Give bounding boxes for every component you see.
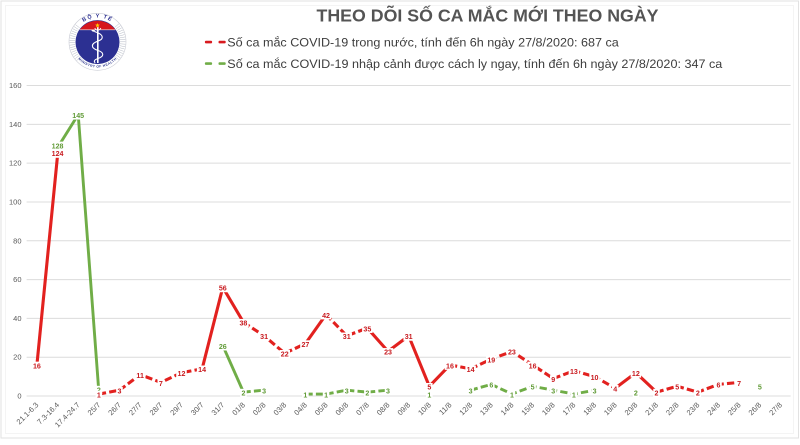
svg-text:7: 7 bbox=[737, 380, 741, 388]
svg-text:2: 2 bbox=[241, 389, 245, 397]
svg-text:6: 6 bbox=[717, 382, 721, 390]
svg-text:2: 2 bbox=[655, 389, 659, 397]
svg-text:3: 3 bbox=[345, 388, 349, 396]
svg-text:31: 31 bbox=[405, 333, 413, 341]
svg-text:10: 10 bbox=[591, 374, 599, 382]
svg-text:16: 16 bbox=[33, 362, 41, 370]
svg-text:3: 3 bbox=[551, 388, 555, 396]
svg-text:5: 5 bbox=[531, 384, 535, 392]
svg-text:2: 2 bbox=[634, 389, 638, 397]
svg-text:23: 23 bbox=[508, 349, 516, 357]
svg-text:19: 19 bbox=[487, 356, 495, 364]
svg-text:100: 100 bbox=[9, 197, 22, 206]
svg-text:1: 1 bbox=[572, 391, 576, 399]
svg-text:11: 11 bbox=[136, 372, 144, 380]
svg-text:27: 27 bbox=[301, 341, 309, 349]
svg-text:12: 12 bbox=[632, 370, 640, 378]
svg-text:0: 0 bbox=[17, 392, 21, 401]
svg-text:Số ca mắc COVID-19 trong nước,: Số ca mắc COVID-19 trong nước, tính đến … bbox=[227, 35, 619, 50]
svg-text:3: 3 bbox=[593, 388, 597, 396]
svg-text:14: 14 bbox=[467, 366, 475, 374]
svg-text:16: 16 bbox=[446, 362, 454, 370]
svg-text:31: 31 bbox=[343, 333, 351, 341]
svg-text:THEO DÕI SỐ CA MẮC MỚI THEO NG: THEO DÕI SỐ CA MẮC MỚI THEO NGÀY bbox=[317, 5, 659, 26]
svg-text:1: 1 bbox=[303, 391, 307, 399]
svg-text:120: 120 bbox=[9, 159, 22, 168]
svg-text:42: 42 bbox=[322, 312, 330, 320]
svg-text:145: 145 bbox=[72, 112, 84, 120]
svg-text:1: 1 bbox=[324, 391, 328, 399]
svg-text:38: 38 bbox=[239, 320, 247, 328]
svg-text:128: 128 bbox=[52, 142, 64, 150]
svg-text:3: 3 bbox=[118, 388, 122, 396]
svg-text:9: 9 bbox=[551, 376, 555, 384]
svg-text:3: 3 bbox=[469, 388, 473, 396]
svg-text:20: 20 bbox=[13, 353, 21, 362]
svg-text:2: 2 bbox=[365, 389, 369, 397]
svg-text:5: 5 bbox=[427, 384, 431, 392]
svg-text:14: 14 bbox=[198, 366, 206, 374]
svg-text:26: 26 bbox=[219, 343, 227, 351]
svg-text:2: 2 bbox=[696, 389, 700, 397]
svg-text:3: 3 bbox=[262, 388, 266, 396]
svg-text:6: 6 bbox=[489, 382, 493, 390]
svg-text:23: 23 bbox=[384, 349, 392, 357]
svg-text:5: 5 bbox=[758, 384, 762, 392]
svg-text:Số ca mắc COVID-19 nhập cảnh đ: Số ca mắc COVID-19 nhập cảnh được cách l… bbox=[227, 56, 722, 71]
svg-text:1: 1 bbox=[97, 391, 101, 399]
svg-text:60: 60 bbox=[13, 275, 21, 284]
svg-text:56: 56 bbox=[219, 285, 227, 293]
svg-text:40: 40 bbox=[13, 314, 21, 323]
svg-text:80: 80 bbox=[13, 236, 21, 245]
svg-text:1: 1 bbox=[510, 391, 514, 399]
svg-text:7: 7 bbox=[159, 380, 163, 388]
svg-text:31: 31 bbox=[260, 333, 268, 341]
svg-text:3: 3 bbox=[386, 388, 390, 396]
svg-text:12: 12 bbox=[178, 370, 186, 378]
svg-text:13: 13 bbox=[570, 368, 578, 376]
svg-text:22: 22 bbox=[281, 351, 289, 359]
svg-text:1: 1 bbox=[427, 391, 431, 399]
svg-text:4: 4 bbox=[613, 386, 617, 394]
svg-text:124: 124 bbox=[52, 150, 64, 158]
svg-text:160: 160 bbox=[9, 81, 22, 90]
svg-text:140: 140 bbox=[9, 120, 22, 129]
svg-text:16: 16 bbox=[529, 362, 537, 370]
svg-text:35: 35 bbox=[363, 325, 371, 333]
svg-text:5: 5 bbox=[675, 384, 679, 392]
